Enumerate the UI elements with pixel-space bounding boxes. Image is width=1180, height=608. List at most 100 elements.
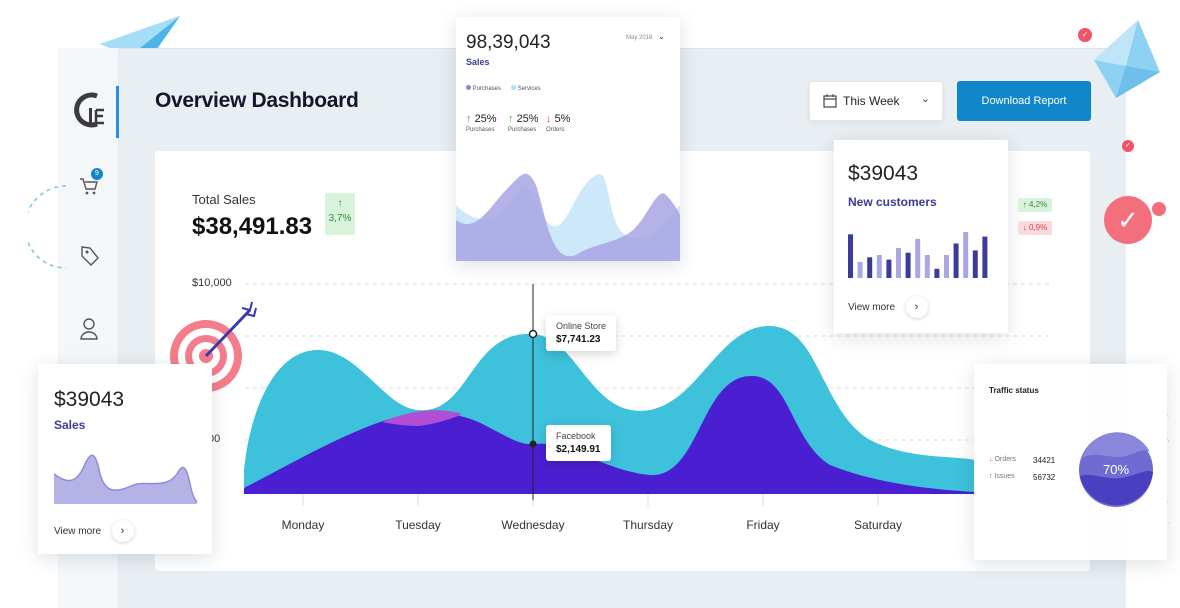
legend-purchases: Purchases [466, 85, 501, 92]
online-store-tooltip-value: $7,741.23 [556, 334, 601, 345]
legend-dot-icon [511, 85, 516, 90]
facebook-tooltip: Facebook $2,149.91 [546, 425, 611, 461]
sidebar-active-indicator [116, 86, 119, 138]
x-label-tuesday: Tuesday [395, 518, 441, 532]
sidebar-item-tag[interactable] [78, 244, 100, 268]
online-store-tooltip: Online Store $7,741.23 [546, 315, 617, 351]
arrow-down-icon: ↓ [546, 113, 552, 125]
customers-bar [857, 261, 863, 278]
traffic-donut-chart [1079, 432, 1153, 507]
sales-card-area-chart [53, 454, 198, 504]
stat-orders: ↓ 5% Orders [546, 113, 571, 133]
x-label-wednesday: Wednesday [501, 518, 565, 532]
y-axis-top-label: $10,000 [192, 277, 232, 289]
total-sales-change-badge: ↑ 3,7% [325, 193, 355, 235]
traffic-issues-row: ↑ Issues [989, 473, 1015, 480]
sales-popup-card: 98,39,043 Sales May 2018 ⌄ Purchases Ser… [456, 17, 680, 261]
customers-bar [867, 257, 873, 278]
notification-dot-icon [1152, 202, 1166, 216]
new-customers-view-more[interactable]: View more › [848, 296, 928, 318]
total-sales-change: 3,7% [328, 213, 352, 224]
facebook-tooltip-label: Facebook [556, 431, 596, 441]
notification-dot-icon: ✓ [1078, 28, 1092, 42]
tag-icon [81, 246, 99, 266]
customers-bar [896, 248, 901, 278]
customers-bar [915, 238, 921, 278]
sales-card-view-more[interactable]: View more › [54, 520, 134, 542]
arrow-down-icon: ↓ [1022, 223, 1027, 232]
arrow-up-icon: ↑ [989, 473, 993, 480]
sales-card: $39043 Sales View more › [38, 364, 212, 554]
facebook-point[interactable] [529, 440, 537, 448]
new-customers-value: $39043 [848, 162, 919, 185]
online-store-tooltip-label: Online Store [556, 321, 607, 331]
customers-bar [848, 234, 853, 278]
cart-badge: 9 [91, 168, 103, 180]
traffic-issues-value: 56732 [1033, 473, 1056, 482]
customers-bar [876, 255, 882, 278]
mail-icon [1094, 20, 1160, 98]
x-label-monday: Monday [281, 518, 325, 532]
traffic-orders-value: 34421 [1033, 456, 1056, 465]
chevron-down-icon: ⌄ [920, 93, 930, 105]
sales-card-value: $39043 [54, 388, 125, 411]
x-label-friday: Friday [746, 518, 780, 532]
customers-bar [944, 255, 949, 278]
sales-card-label: Sales [54, 418, 86, 432]
customers-bar [953, 243, 959, 278]
legend-services: Services [511, 85, 541, 92]
customers-bar [972, 250, 978, 278]
total-sales-value: $38,491.83 [192, 213, 313, 240]
customers-change-up: ↑ 4,2% [1018, 198, 1052, 212]
period-select[interactable]: This Week ⌄ [809, 81, 943, 121]
sales-popup-date-select[interactable]: May 2018 ⌄ [626, 32, 665, 41]
cart-icon [80, 178, 98, 195]
notification-dot-icon: ✓ [1122, 140, 1134, 152]
user-icon [83, 318, 95, 330]
facebook-tooltip-value: $2,149.91 [556, 444, 601, 455]
sales-popup-area-chart [456, 173, 680, 261]
download-report-button[interactable]: Download Report [957, 81, 1091, 121]
customers-bar [934, 268, 940, 278]
dashed-arc-decoration [28, 185, 67, 269]
customers-bar [982, 236, 988, 278]
arrow-up-icon: ↑ [337, 198, 343, 209]
new-customers-label: New customers [848, 195, 937, 209]
traffic-orders-row: ↓ Orders [989, 456, 1016, 463]
online-store-point[interactable] [528, 329, 538, 339]
customers-bar [905, 252, 911, 278]
overlap-highlight [382, 410, 462, 426]
sidebar-item-cart[interactable]: 9 [78, 168, 103, 196]
stat-purchases-2: ↑ 25% Purchases [508, 113, 539, 133]
customers-bar [924, 255, 930, 278]
chevron-right-icon: › [111, 520, 134, 542]
sidebar-item-user[interactable] [78, 316, 100, 342]
arrow-up-icon: ↑ [508, 113, 514, 125]
arrow-down-icon: ↓ [989, 456, 993, 463]
x-label-thursday: Thursday [622, 518, 674, 532]
total-sales-label: Total Sales [192, 192, 256, 207]
new-customers-card: $39043 New customers View more › [834, 140, 1008, 333]
stat-purchases-1: ↑ 25% Purchases [466, 113, 497, 133]
traffic-status-title: Traffic status [989, 386, 1039, 395]
sales-popup-date: May 2018 [626, 35, 653, 41]
calendar-icon [823, 94, 837, 108]
traffic-percent: 70% [1102, 462, 1130, 477]
sales-popup-value: 98,39,043 [466, 32, 551, 53]
x-label-saturday: Saturday [853, 518, 903, 532]
logo-icon [74, 92, 104, 128]
customers-bar [886, 259, 892, 278]
customers-change-down: ↓ 0,9% [1018, 221, 1052, 235]
new-customers-bar-chart [848, 232, 988, 278]
sales-popup-label: Sales [466, 57, 490, 67]
check-badge-icon: ✓ [1104, 196, 1152, 244]
traffic-status-card: Traffic status ↓ Orders 34421 ↑ Issues 5… [974, 364, 1167, 560]
page-title: Overview Dashboard [155, 89, 359, 112]
arrow-up-icon: ↑ [466, 113, 472, 125]
chevron-down-icon: ⌄ [658, 32, 665, 41]
facebook-area [244, 375, 975, 494]
arrow-up-icon: ↑ [1022, 200, 1027, 209]
customers-bar [963, 232, 969, 278]
legend-dot-icon [466, 85, 471, 90]
